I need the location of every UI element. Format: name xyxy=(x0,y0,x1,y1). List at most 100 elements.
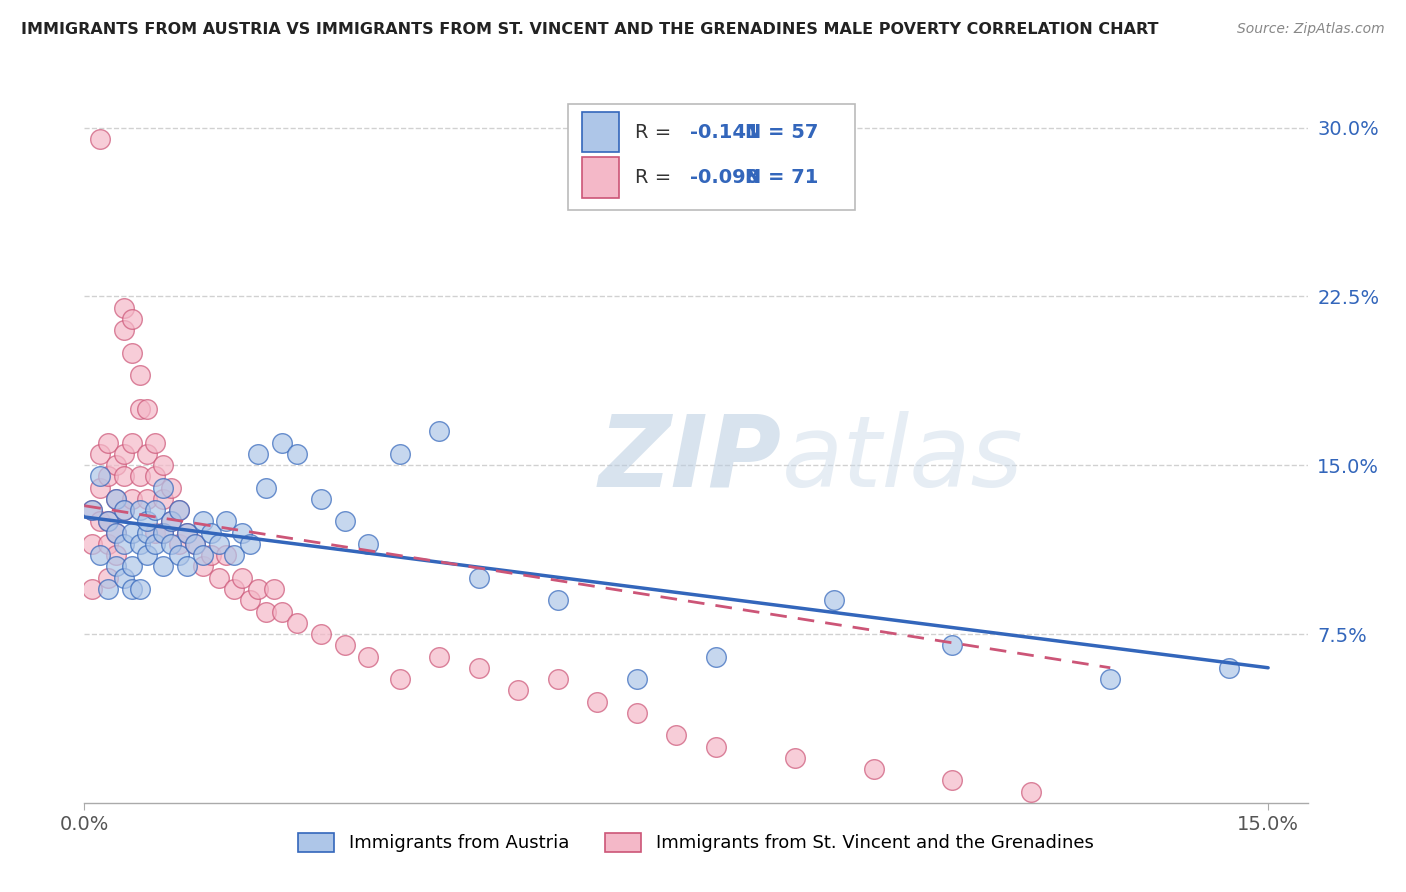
Point xyxy=(104,548,127,562)
Point xyxy=(112,469,135,483)
Point xyxy=(1021,784,1043,798)
Point xyxy=(704,649,727,664)
Point xyxy=(104,491,127,506)
Text: N = 71: N = 71 xyxy=(745,168,818,187)
Point xyxy=(191,548,214,562)
Point xyxy=(468,661,491,675)
Point xyxy=(176,559,198,574)
Point xyxy=(82,503,104,517)
Text: -0.141: -0.141 xyxy=(690,122,759,142)
Point xyxy=(207,537,229,551)
Text: R =: R = xyxy=(636,122,678,142)
Point xyxy=(89,515,111,529)
Point xyxy=(145,525,167,540)
Point xyxy=(160,481,183,495)
Point xyxy=(941,638,963,652)
Point xyxy=(82,503,104,517)
Bar xyxy=(582,157,619,197)
Point xyxy=(82,537,104,551)
Point xyxy=(128,368,150,383)
Point xyxy=(82,582,104,596)
Point xyxy=(112,323,135,337)
Point xyxy=(136,525,159,540)
Point xyxy=(429,649,451,664)
Point xyxy=(121,525,143,540)
Point xyxy=(167,548,190,562)
Point xyxy=(224,582,246,596)
Point xyxy=(145,469,167,483)
Point xyxy=(97,469,120,483)
Point xyxy=(104,559,127,574)
Point xyxy=(224,548,246,562)
Point xyxy=(112,537,135,551)
Point xyxy=(468,571,491,585)
Point xyxy=(104,525,127,540)
Bar xyxy=(582,112,619,153)
Point xyxy=(121,312,143,326)
Point xyxy=(97,515,120,529)
Point xyxy=(145,537,167,551)
Point xyxy=(97,537,120,551)
Point xyxy=(136,548,159,562)
Point xyxy=(121,435,143,450)
Point xyxy=(200,525,222,540)
Point xyxy=(309,491,332,506)
Legend: Immigrants from Austria, Immigrants from St. Vincent and the Grenadines: Immigrants from Austria, Immigrants from… xyxy=(291,826,1101,860)
Text: atlas: atlas xyxy=(782,410,1024,508)
Point xyxy=(287,447,309,461)
Point xyxy=(207,571,229,585)
Point xyxy=(823,593,845,607)
Point xyxy=(215,515,238,529)
Text: ZIP: ZIP xyxy=(598,410,782,508)
Text: -0.098: -0.098 xyxy=(690,168,759,187)
Point xyxy=(136,401,159,416)
Point xyxy=(152,525,174,540)
Point xyxy=(160,515,183,529)
Point xyxy=(112,301,135,315)
Point xyxy=(547,672,569,686)
Point xyxy=(152,525,174,540)
Point xyxy=(783,751,806,765)
Point xyxy=(128,503,150,517)
Point xyxy=(333,515,356,529)
Point xyxy=(89,548,111,562)
Point xyxy=(389,447,412,461)
Point xyxy=(215,548,238,562)
Point xyxy=(287,615,309,630)
Point xyxy=(1218,661,1240,675)
Point xyxy=(200,548,222,562)
Point xyxy=(167,537,190,551)
Point xyxy=(97,435,120,450)
Point xyxy=(357,537,380,551)
Point xyxy=(128,582,150,596)
Point xyxy=(547,593,569,607)
Point xyxy=(104,458,127,473)
Point xyxy=(167,503,190,517)
Point xyxy=(191,515,214,529)
Point xyxy=(136,491,159,506)
Point xyxy=(89,469,111,483)
Point xyxy=(862,762,884,776)
Text: R =: R = xyxy=(636,168,678,187)
Point xyxy=(89,132,111,146)
Point xyxy=(121,559,143,574)
Point xyxy=(626,672,648,686)
Point xyxy=(254,481,277,495)
Point xyxy=(231,571,253,585)
Text: IMMIGRANTS FROM AUSTRIA VS IMMIGRANTS FROM ST. VINCENT AND THE GRENADINES MALE P: IMMIGRANTS FROM AUSTRIA VS IMMIGRANTS FR… xyxy=(21,22,1159,37)
Point xyxy=(270,605,292,619)
Point xyxy=(97,515,120,529)
Point xyxy=(136,515,159,529)
Text: N = 57: N = 57 xyxy=(745,122,818,142)
Point xyxy=(104,491,127,506)
Point xyxy=(254,605,277,619)
Point xyxy=(112,503,135,517)
Point xyxy=(89,481,111,495)
Point xyxy=(112,571,135,585)
FancyBboxPatch shape xyxy=(568,104,855,211)
Point xyxy=(429,425,451,439)
Point xyxy=(145,435,167,450)
Point xyxy=(586,694,609,708)
Point xyxy=(160,537,183,551)
Point xyxy=(176,525,198,540)
